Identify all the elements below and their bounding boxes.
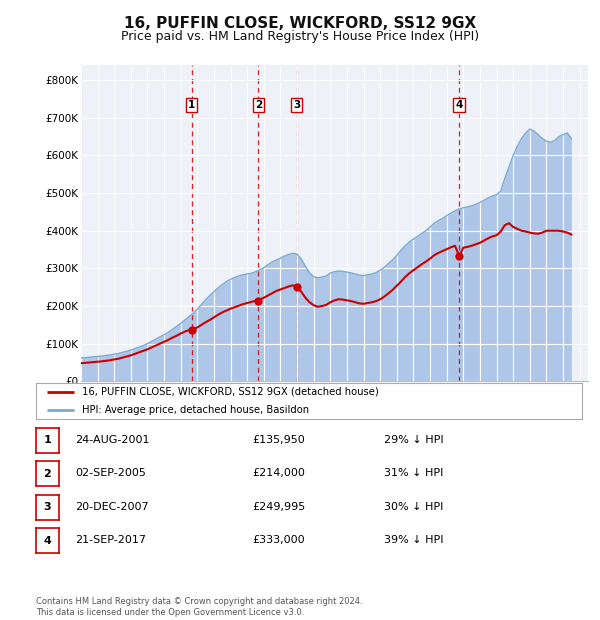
Text: Price paid vs. HM Land Registry's House Price Index (HPI): Price paid vs. HM Land Registry's House …: [121, 30, 479, 43]
Text: 31% ↓ HPI: 31% ↓ HPI: [384, 468, 443, 478]
Text: 02-SEP-2005: 02-SEP-2005: [75, 468, 146, 478]
Text: £135,950: £135,950: [252, 435, 305, 445]
Text: 16, PUFFIN CLOSE, WICKFORD, SS12 9GX (detached house): 16, PUFFIN CLOSE, WICKFORD, SS12 9GX (de…: [82, 387, 379, 397]
Text: 30% ↓ HPI: 30% ↓ HPI: [384, 502, 443, 512]
Text: 3: 3: [44, 502, 51, 512]
Text: £249,995: £249,995: [252, 502, 305, 512]
Text: 1: 1: [188, 100, 195, 110]
Text: £333,000: £333,000: [252, 535, 305, 545]
Text: 2: 2: [44, 469, 51, 479]
Text: HPI: Average price, detached house, Basildon: HPI: Average price, detached house, Basi…: [82, 405, 310, 415]
Text: 39% ↓ HPI: 39% ↓ HPI: [384, 535, 443, 545]
Text: 2: 2: [255, 100, 262, 110]
Text: 4: 4: [43, 536, 52, 546]
Text: 21-SEP-2017: 21-SEP-2017: [75, 535, 146, 545]
Text: 4: 4: [455, 100, 463, 110]
Text: 29% ↓ HPI: 29% ↓ HPI: [384, 435, 443, 445]
Text: £214,000: £214,000: [252, 468, 305, 478]
Text: Contains HM Land Registry data © Crown copyright and database right 2024.
This d: Contains HM Land Registry data © Crown c…: [36, 598, 362, 617]
Text: 24-AUG-2001: 24-AUG-2001: [75, 435, 149, 445]
Text: 3: 3: [293, 100, 300, 110]
Text: 16, PUFFIN CLOSE, WICKFORD, SS12 9GX: 16, PUFFIN CLOSE, WICKFORD, SS12 9GX: [124, 16, 476, 30]
Text: 1: 1: [44, 435, 51, 445]
Text: 20-DEC-2007: 20-DEC-2007: [75, 502, 149, 512]
